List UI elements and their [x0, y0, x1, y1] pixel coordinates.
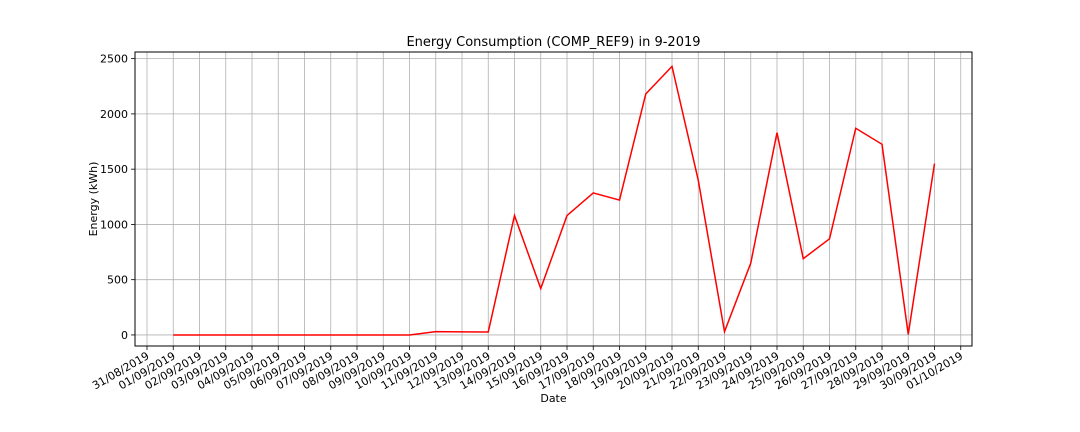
y-tick-label: 1500 [100, 163, 128, 176]
y-tick-label: 500 [107, 274, 128, 287]
x-axis-label: Date [540, 392, 567, 405]
plot-area [134, 51, 973, 347]
y-axis-label: Energy (kWh) [87, 162, 100, 237]
y-tick-label: 2500 [100, 53, 128, 66]
x-axis: 31/08/201901/09/201902/09/201903/09/2019… [90, 346, 965, 392]
chart-title: Energy Consumption (COMP_REF9) in 9-2019 [406, 35, 700, 50]
grid [135, 52, 972, 346]
series-line [173, 64, 936, 336]
data-layer [173, 64, 936, 336]
y-tick-label: 2000 [100, 108, 128, 121]
y-tick-label: 1000 [100, 218, 128, 231]
y-axis: 0 500 1000 1500 2000 2500 [100, 53, 135, 342]
y-tick-label: 0 [121, 329, 128, 342]
